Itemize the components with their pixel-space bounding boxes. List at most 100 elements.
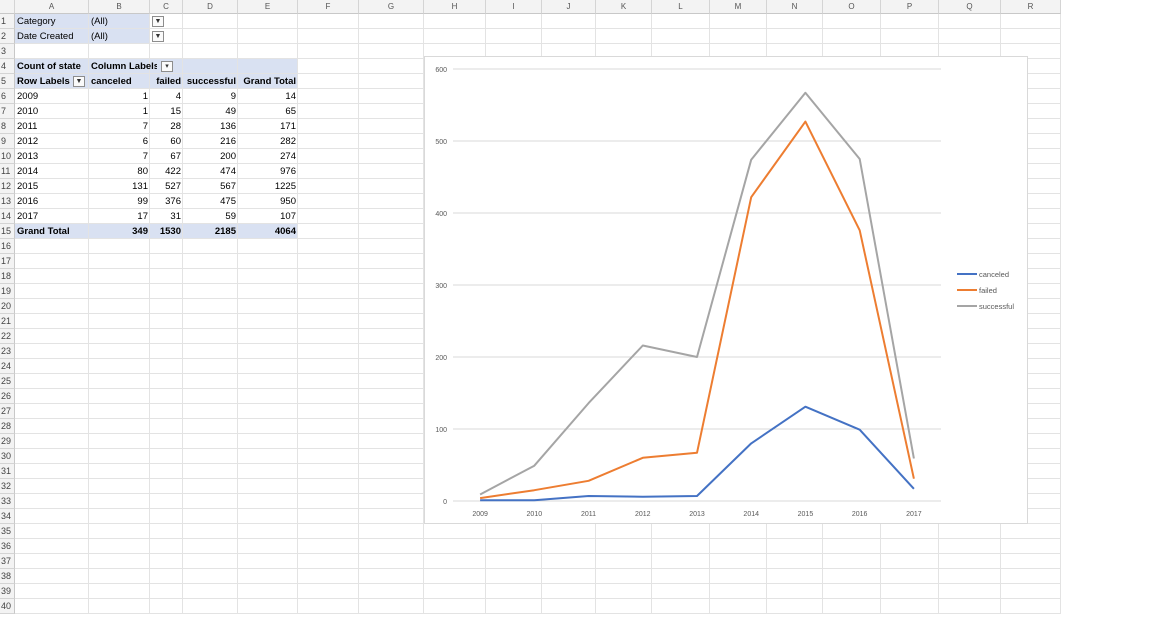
row-header-40[interactable]: 40 bbox=[0, 599, 15, 614]
row-header-13[interactable]: 13 bbox=[0, 194, 15, 209]
row-filter-icon[interactable]: ▼ bbox=[73, 76, 85, 87]
pivot-value: 65 bbox=[285, 106, 296, 117]
column-header-M[interactable]: M bbox=[710, 0, 767, 14]
pivot-value: 274 bbox=[280, 151, 296, 162]
column-header-G[interactable]: G bbox=[359, 0, 424, 14]
x-tick-label: 2013 bbox=[689, 511, 705, 518]
row-header-30[interactable]: 30 bbox=[0, 449, 15, 464]
row-header-25[interactable]: 25 bbox=[0, 374, 15, 389]
legend-label-successful: successful bbox=[979, 302, 1014, 311]
pivot-header-grand-total: Grand Total bbox=[243, 76, 296, 87]
x-tick-label: 2010 bbox=[527, 511, 543, 518]
pivot-value: 28 bbox=[170, 121, 181, 132]
row-header-24[interactable]: 24 bbox=[0, 359, 15, 374]
series-line-failed bbox=[479, 120, 915, 500]
row-header-34[interactable]: 34 bbox=[0, 509, 15, 524]
row-header-6[interactable]: 6 bbox=[0, 89, 15, 104]
filter-dropdown-icon[interactable]: ▼ bbox=[152, 16, 164, 27]
pivot-value: 49 bbox=[225, 106, 236, 117]
column-header-I[interactable]: I bbox=[486, 0, 542, 14]
row-header-33[interactable]: 33 bbox=[0, 494, 15, 509]
x-tick-label: 2009 bbox=[472, 511, 488, 518]
column-header-A[interactable]: A bbox=[15, 0, 89, 14]
column-header-J[interactable]: J bbox=[542, 0, 596, 14]
row-header-2[interactable]: 2 bbox=[0, 29, 15, 44]
column-header-L[interactable]: L bbox=[652, 0, 710, 14]
pivot-value: 1 bbox=[142, 106, 148, 117]
row-header-12[interactable]: 12 bbox=[0, 179, 15, 194]
pivot-row-label: 2016 bbox=[17, 196, 39, 207]
pivot-header-canceled: canceled bbox=[91, 76, 132, 87]
column-header-H[interactable]: H bbox=[424, 0, 486, 14]
pivot-value: 136 bbox=[220, 121, 236, 132]
pivot-row-labels: Row Labels bbox=[17, 76, 70, 87]
y-tick-label: 200 bbox=[435, 355, 447, 362]
column-header-B[interactable]: B bbox=[89, 0, 150, 14]
pivot-value: 282 bbox=[280, 136, 296, 147]
column-header-O[interactable]: O bbox=[823, 0, 881, 14]
column-header-N[interactable]: N bbox=[767, 0, 823, 14]
x-tick-label: 2014 bbox=[743, 511, 759, 518]
row-header-31[interactable]: 31 bbox=[0, 464, 15, 479]
row-header-28[interactable]: 28 bbox=[0, 419, 15, 434]
column-header-P[interactable]: P bbox=[881, 0, 939, 14]
row-header-7[interactable]: 7 bbox=[0, 104, 15, 119]
column-filter-icon[interactable]: ▾ bbox=[161, 61, 173, 72]
column-header-Q[interactable]: Q bbox=[939, 0, 1001, 14]
row-header-38[interactable]: 38 bbox=[0, 569, 15, 584]
row-header-39[interactable]: 39 bbox=[0, 584, 15, 599]
pivot-value: 9 bbox=[230, 91, 236, 102]
row-header-4[interactable]: 4 bbox=[0, 59, 15, 74]
row-header-23[interactable]: 23 bbox=[0, 344, 15, 359]
row-header-18[interactable]: 18 bbox=[0, 269, 15, 284]
pivot-chart[interactable]: 0 100 200 300 400 500 600 2009 2010 2011 2012 2013 2… bbox=[424, 56, 1028, 524]
pivot-value: 950 bbox=[280, 196, 296, 207]
row-header-3[interactable]: 3 bbox=[0, 44, 15, 59]
pivot-value: 99 bbox=[137, 196, 148, 207]
x-tick-label: 2012 bbox=[635, 511, 651, 518]
row-header-1[interactable]: 1 bbox=[0, 14, 15, 29]
row-header-26[interactable]: 26 bbox=[0, 389, 15, 404]
row-header-14[interactable]: 14 bbox=[0, 209, 15, 224]
pivot-value: 31 bbox=[170, 211, 181, 222]
pivot-value: 474 bbox=[220, 166, 236, 177]
pivot-value: 1225 bbox=[274, 181, 296, 192]
row-header-36[interactable]: 36 bbox=[0, 539, 15, 554]
row-header-37[interactable]: 37 bbox=[0, 554, 15, 569]
column-header-C[interactable]: C bbox=[150, 0, 183, 14]
row-header-21[interactable]: 21 bbox=[0, 314, 15, 329]
column-header-D[interactable]: D bbox=[183, 0, 238, 14]
pivot-header-successful: successful bbox=[186, 76, 236, 87]
pivot-row-label: 2013 bbox=[17, 151, 39, 162]
row-header-11[interactable]: 11 bbox=[0, 164, 15, 179]
row-header-19[interactable]: 19 bbox=[0, 284, 15, 299]
row-header-9[interactable]: 9 bbox=[0, 134, 15, 149]
pivot-value: 475 bbox=[220, 196, 236, 207]
row-header-5[interactable]: 5 bbox=[0, 74, 15, 89]
y-tick-label: 400 bbox=[435, 211, 447, 218]
column-header-R[interactable]: R bbox=[1001, 0, 1061, 14]
y-tick-label: 100 bbox=[435, 427, 447, 434]
row-header-29[interactable]: 29 bbox=[0, 434, 15, 449]
row-header-15[interactable]: 15 bbox=[0, 224, 15, 239]
row-header-20[interactable]: 20 bbox=[0, 299, 15, 314]
row-header-27[interactable]: 27 bbox=[0, 404, 15, 419]
column-header-K[interactable]: K bbox=[596, 0, 652, 14]
pivot-row-label: 2012 bbox=[17, 136, 39, 147]
pivot-value: 216 bbox=[220, 136, 236, 147]
row-header-17[interactable]: 17 bbox=[0, 254, 15, 269]
row-header-8[interactable]: 8 bbox=[0, 119, 15, 134]
row-header-22[interactable]: 22 bbox=[0, 329, 15, 344]
pivot-row-label: 2015 bbox=[17, 181, 39, 192]
column-header-F[interactable]: F bbox=[298, 0, 359, 14]
pivot-column-labels: Column Labels bbox=[91, 61, 157, 72]
row-header-16[interactable]: 16 bbox=[0, 239, 15, 254]
row-header-35[interactable]: 35 bbox=[0, 524, 15, 539]
filter-dropdown-icon[interactable]: ▼ bbox=[152, 31, 164, 42]
column-header-E[interactable]: E bbox=[238, 0, 298, 14]
y-tick-label: 300 bbox=[435, 283, 447, 290]
row-header-10[interactable]: 10 bbox=[0, 149, 15, 164]
select-all-corner[interactable] bbox=[0, 0, 15, 14]
grand-total-label: Grand Total bbox=[17, 226, 70, 237]
row-header-32[interactable]: 32 bbox=[0, 479, 15, 494]
